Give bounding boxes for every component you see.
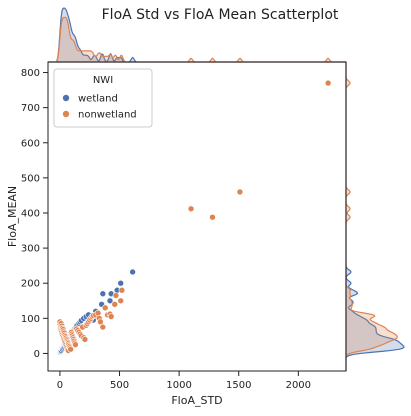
scatter-point-nonwetland [209, 213, 216, 221]
y-axis-ticks: 0 100 200 300 400 500 600 700 800 [21, 68, 48, 360]
y-tick-label: 800 [21, 68, 40, 79]
y-tick-label: 0 [34, 349, 40, 360]
legend-box [53, 68, 153, 128]
legend-label-nonwetland: nonwetland [78, 110, 137, 121]
scatter-point-nonwetland [72, 341, 79, 348]
scatter-point-nonwetland [99, 323, 107, 331]
scatter-point-nonwetland [101, 304, 109, 312]
legend-items: wetland nonwetland [62, 94, 137, 121]
y-tick-label: 700 [21, 103, 40, 114]
legend-title: NWI [93, 75, 113, 86]
x-axis-ticks: 0 500 1000 1500 2000 [57, 371, 311, 391]
plot-frame [47, 61, 347, 372]
right-kde-nonwetland [345, 62, 398, 371]
x-tick-label: 1500 [226, 380, 251, 391]
scatter-point-nonwetland [112, 292, 120, 299]
y-tick-label: 500 [21, 173, 40, 184]
legend-label-wetland: wetland [78, 94, 118, 105]
scatter-point-nonwetland [67, 345, 74, 353]
scatter-point-nonwetland [117, 297, 125, 305]
scatter-point-wetland [99, 290, 107, 298]
scatter-point-wetland [117, 279, 125, 287]
chart-title: FloA Std vs FloA Mean Scatterplot [102, 7, 339, 23]
scatter-point-nonwetland [187, 205, 195, 213]
legend-marker-wetland [62, 94, 70, 102]
y-tick-label: 400 [21, 208, 40, 219]
x-tick-label: 1000 [166, 380, 191, 391]
y-tick-label: 200 [21, 279, 40, 290]
y-tick-label: 100 [21, 314, 40, 325]
top-kde-nonwetland [48, 16, 346, 63]
legend-marker-nonwetland [62, 110, 70, 118]
y-tick-label: 600 [21, 138, 40, 149]
x-tick-label: 2000 [286, 380, 311, 391]
scatter-point-nonwetland [324, 79, 332, 87]
scatter-point-nonwetland [111, 300, 119, 308]
scatter-point-nonwetland [236, 188, 244, 196]
scatter-point-nonwetland [107, 313, 115, 320]
legend: NWI wetland nonwetland [53, 68, 153, 128]
main-scatter-plot: 0 500 1000 1500 2000 0 100 200 300 400 500 600 700 8… [21, 61, 347, 391]
right-marginal-kde [345, 62, 405, 371]
scatter-point-wetland [106, 297, 114, 305]
y-axis-label: FloA_MEAN [6, 186, 19, 247]
x-tick-label: 0 [57, 380, 63, 391]
scatter-point-nonwetland [81, 336, 89, 343]
x-axis-label: FloA_STD [171, 394, 222, 407]
scatter-point-wetland [129, 268, 136, 276]
scatter-point-nonwetland [118, 286, 126, 294]
scatter-points [56, 79, 332, 356]
y-tick-label: 300 [21, 244, 40, 255]
x-tick-label: 500 [110, 380, 129, 391]
